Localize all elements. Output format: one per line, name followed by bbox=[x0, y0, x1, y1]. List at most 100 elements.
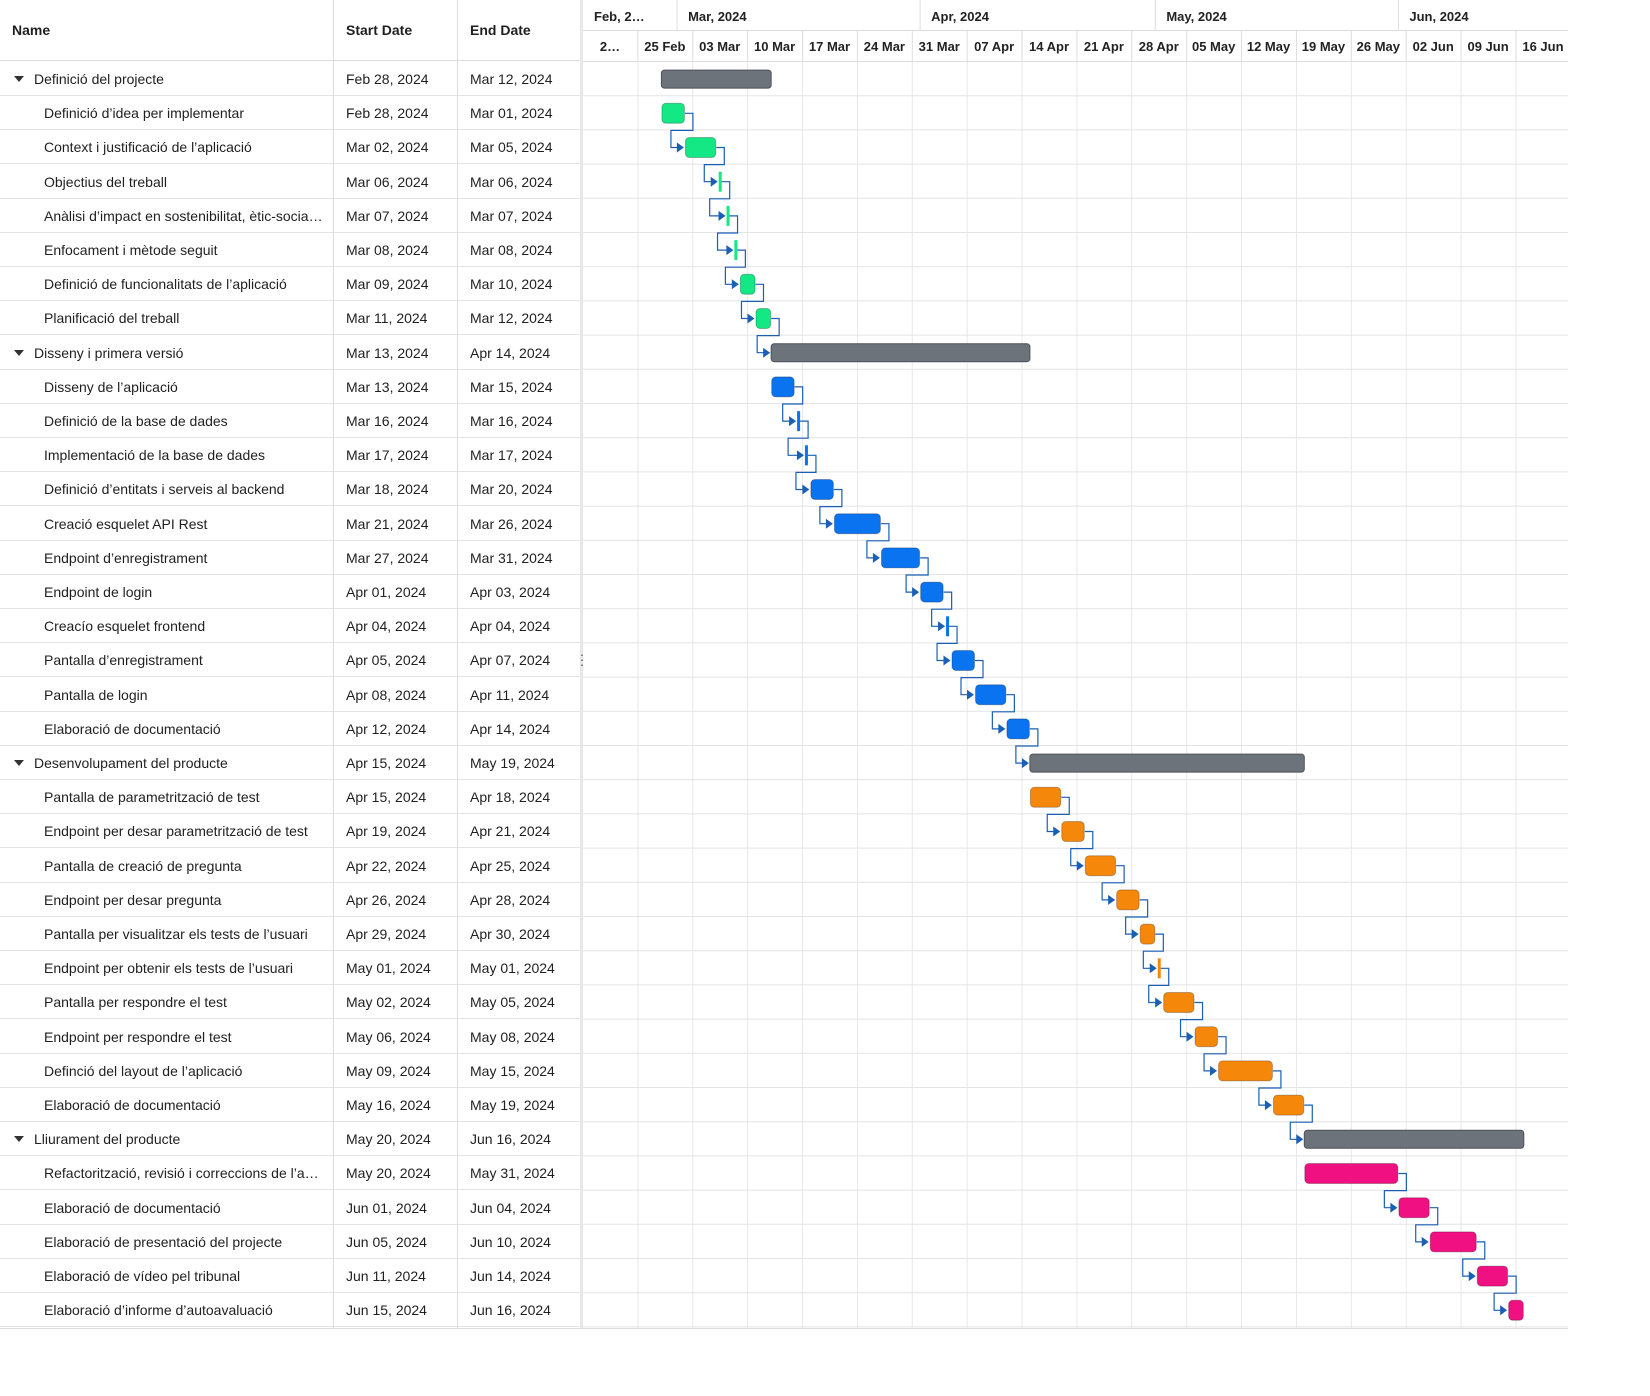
task-bar[interactable] bbox=[718, 171, 722, 192]
task-row[interactable]: Creacío esquelet frontend Apr 04, 2024 Apr… bbox=[0, 609, 580, 644]
summary-task-row[interactable]: Desenvolupament del producte Apr 15, 2024… bbox=[0, 746, 580, 780]
task-row[interactable]: Elaboració de documentació May 16, 2024 Ma… bbox=[0, 1088, 580, 1122]
summary-bar[interactable] bbox=[770, 343, 1031, 363]
task-bar[interactable] bbox=[684, 137, 717, 158]
task-row[interactable]: Endpoint per obtenir els tests de l’usua… bbox=[0, 951, 580, 986]
task-bar[interactable] bbox=[739, 273, 756, 295]
task-start-date: Feb 28, 2024 bbox=[346, 71, 429, 87]
task-row[interactable]: Endpoint de login Apr 01, 2024 Apr 03, 202… bbox=[0, 575, 580, 609]
task-bar[interactable] bbox=[1218, 1060, 1273, 1082]
column-header-start-date[interactable]: Start Date bbox=[334, 0, 458, 61]
task-row[interactable]: Elaboració de documentació Jun 01, 2024 Ju… bbox=[0, 1191, 580, 1225]
task-row[interactable]: Anàlisi d’impact en sostenibilitat, ètic… bbox=[0, 199, 580, 233]
task-end-date: Mar 20, 2024 bbox=[470, 481, 553, 498]
task-bar[interactable] bbox=[734, 240, 738, 261]
task-row[interactable]: Refactorització, revisió i correccions d… bbox=[0, 1156, 580, 1191]
task-bar[interactable] bbox=[946, 616, 950, 637]
task-start-date: May 20, 2024 bbox=[346, 1131, 431, 1148]
task-end-date: Mar 12, 2024 bbox=[470, 71, 553, 87]
dependency-connector bbox=[1415, 1207, 1439, 1243]
task-bar[interactable] bbox=[1398, 1197, 1430, 1219]
task-bar[interactable] bbox=[1476, 1265, 1509, 1287]
task-row[interactable]: Context i justificació de l’aplicació Mar… bbox=[0, 130, 580, 165]
task-bar[interactable] bbox=[1429, 1231, 1477, 1253]
task-bar[interactable] bbox=[1006, 718, 1030, 740]
task-bar[interactable] bbox=[833, 513, 881, 535]
task-row[interactable]: Definició de funcionalitats de l’aplicac… bbox=[0, 267, 580, 302]
task-start-date: Mar 21, 2024 bbox=[346, 515, 429, 532]
task-end-date: May 19, 2024 bbox=[470, 1097, 555, 1113]
task-bar[interactable] bbox=[804, 445, 808, 466]
task-start-date: Mar 27, 2024 bbox=[346, 549, 429, 566]
task-bar[interactable] bbox=[771, 376, 795, 398]
task-row[interactable]: Enfocament i mètode seguit Mar 08, 2024 Ma… bbox=[0, 233, 580, 267]
arrowhead-icon bbox=[789, 416, 797, 427]
task-row[interactable]: Disseny de l’aplicació Mar 13, 2024 Mar 15… bbox=[0, 370, 580, 404]
summary-bar[interactable] bbox=[660, 69, 772, 89]
task-bar[interactable] bbox=[1157, 958, 1161, 979]
task-bar[interactable] bbox=[880, 547, 921, 569]
task-bar[interactable] bbox=[1029, 786, 1062, 808]
summary-bar[interactable] bbox=[1029, 753, 1305, 773]
collapse-caret-icon[interactable] bbox=[14, 760, 24, 766]
collapse-caret-icon[interactable] bbox=[14, 76, 24, 82]
task-row[interactable]: Pantalla d’enregistrament Apr 05, 2024 Apr… bbox=[0, 643, 580, 678]
task-row[interactable]: Endpoint per respondre el test May 06, 20… bbox=[0, 1020, 580, 1054]
task-row[interactable]: Elaboració de presentació del projecte Ju… bbox=[0, 1225, 580, 1259]
collapse-caret-icon[interactable] bbox=[14, 1136, 24, 1143]
column-separator[interactable] bbox=[457, 0, 458, 1328]
task-bar[interactable] bbox=[1163, 992, 1195, 1013]
task-bar[interactable] bbox=[1116, 889, 1140, 911]
task-row[interactable]: Planificació del treball Mar 11, 2024 Mar … bbox=[0, 301, 580, 336]
task-bar[interactable] bbox=[755, 308, 772, 329]
collapse-caret-icon[interactable] bbox=[14, 349, 24, 356]
task-row[interactable]: Implementació de la base de dades Mar 17,… bbox=[0, 438, 580, 473]
task-bar[interactable] bbox=[726, 205, 730, 226]
task-bar[interactable] bbox=[975, 684, 1007, 706]
task-row[interactable]: Objectius del treball Mar 06, 2024 Mar 06,… bbox=[0, 165, 580, 199]
task-row[interactable]: Pantalla de creació de pregunta Apr 22, 2… bbox=[0, 849, 580, 883]
task-bar[interactable] bbox=[810, 479, 834, 500]
splitter-handle-icon[interactable]: · · · bbox=[579, 646, 585, 672]
task-row[interactable]: Definció del layout de l’aplicació May 09… bbox=[0, 1054, 580, 1088]
task-row[interactable]: Creació esquelet API Rest Mar 21, 2024 Mar… bbox=[0, 507, 580, 541]
task-end-date: May 01, 2024 bbox=[470, 960, 555, 977]
summary-task-row[interactable]: Lliurament del producte May 20, 2024 Jun 1… bbox=[0, 1122, 580, 1157]
column-header-name[interactable]: Name bbox=[0, 0, 334, 61]
summary-bar[interactable] bbox=[1303, 1129, 1525, 1149]
task-bar[interactable] bbox=[1061, 821, 1085, 842]
task-bar[interactable] bbox=[1194, 1026, 1219, 1048]
task-row[interactable]: Endpoint per desar pregunta Apr 26, 2024 A… bbox=[0, 883, 580, 917]
column-header-end-date[interactable]: End Date bbox=[458, 0, 580, 61]
task-bar[interactable] bbox=[920, 581, 944, 603]
summary-task-row[interactable]: Disseny i primera versió Mar 13, 2024 Apr … bbox=[0, 336, 580, 370]
arrowhead-icon bbox=[718, 210, 726, 221]
task-bar[interactable] bbox=[1139, 923, 1156, 945]
column-separator[interactable] bbox=[333, 0, 334, 1328]
task-row[interactable]: Pantalla de parametrització de test Apr 1… bbox=[0, 780, 580, 815]
summary-task-row[interactable]: Definició del projecte Feb 28, 2024 Mar 12… bbox=[0, 62, 580, 96]
task-row[interactable]: Endpoint per desar parametrització de te… bbox=[0, 814, 580, 849]
task-end-date: Mar 01, 2024 bbox=[470, 105, 553, 122]
task-row[interactable]: Pantalla per respondre el test May 02, 20… bbox=[0, 985, 580, 1020]
task-name: Elaboració d’informe d’autoavaluació bbox=[44, 1302, 273, 1319]
pane-splitter[interactable] bbox=[580, 0, 583, 1328]
task-row[interactable]: Elaboració d’informe d’autoavaluació Jun … bbox=[0, 1293, 580, 1328]
task-row[interactable]: Definició de la base de dades Mar 16, 202… bbox=[0, 404, 580, 438]
task-bar[interactable] bbox=[1304, 1163, 1399, 1184]
task-bar[interactable] bbox=[1272, 1094, 1305, 1116]
arrowhead-icon bbox=[726, 245, 734, 256]
task-row[interactable]: Pantalla per visualitzar els tests de l’… bbox=[0, 917, 580, 951]
task-row[interactable]: Definició d’idea per implementar Feb 28, … bbox=[0, 96, 580, 131]
task-bar[interactable] bbox=[1084, 855, 1117, 877]
task-row[interactable]: Pantalla de login Apr 08, 2024 Apr 11, 202… bbox=[0, 678, 580, 712]
task-bar[interactable] bbox=[661, 102, 685, 124]
task-row[interactable]: Definició d’entitats i serveis al backen… bbox=[0, 472, 580, 507]
task-row[interactable]: Elaboració de vídeo pel tribunal Jun 11, … bbox=[0, 1259, 580, 1293]
task-row[interactable]: Endpoint d’enregistrament Mar 27, 2024 Mar… bbox=[0, 541, 580, 575]
task-bar[interactable] bbox=[797, 411, 801, 432]
task-bar[interactable] bbox=[1508, 1299, 1524, 1321]
bottom-border bbox=[0, 1328, 1568, 1329]
task-bar[interactable] bbox=[951, 650, 976, 671]
task-row[interactable]: Elaboració de documentació Apr 12, 2024 Ap… bbox=[0, 712, 580, 746]
